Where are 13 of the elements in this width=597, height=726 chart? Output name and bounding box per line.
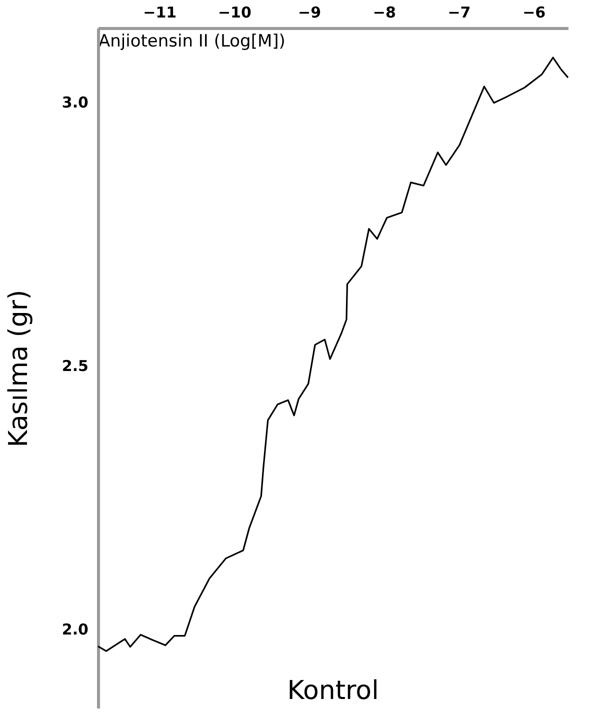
y-tick-label: 3.0 — [62, 93, 88, 112]
x-tick-label: −7 — [448, 4, 471, 22]
x-axis-title: Anjiotensin II (Log[M]) — [98, 32, 286, 52]
x-tick-label: −8 — [372, 4, 396, 22]
line-series — [97, 56, 569, 652]
x-tick-label: −10 — [218, 4, 252, 22]
x-tick-label: −6 — [522, 4, 546, 22]
annotation: Kontrol — [287, 676, 379, 706]
y-tick-label: 2.0 — [62, 620, 88, 638]
y-axis-title: Kasılma (gr) — [4, 290, 34, 448]
x-tick-label: −11 — [143, 4, 177, 22]
x-tick-label: −9 — [298, 4, 322, 22]
y-tick-label: 2.5 — [62, 356, 88, 375]
